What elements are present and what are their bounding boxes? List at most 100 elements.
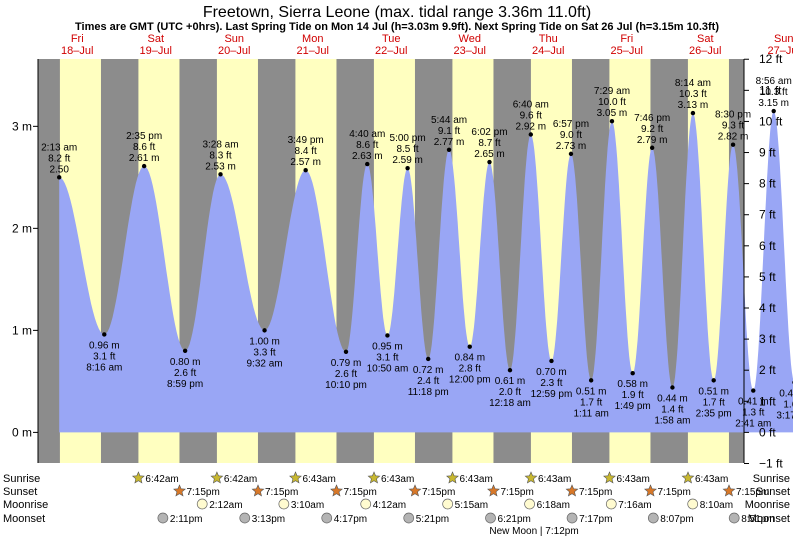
high-tide-time: 6:57 pm (553, 119, 589, 130)
low-tide-meters: 0.95 m (372, 341, 403, 352)
moonset-time: 7:17pm (579, 514, 612, 525)
low-tide-point (467, 344, 472, 349)
sunset-icon (487, 484, 500, 497)
low-tide-time: 3:17 pm (776, 410, 793, 421)
right-tick-label: 0 ft (759, 425, 776, 439)
high-tide-feet: 10.3 ft (760, 87, 788, 98)
low-tide-time: 2:41 am (735, 419, 771, 430)
low-tide-point (182, 348, 188, 353)
high-tide-point (730, 142, 736, 147)
date-label: 21–Jul (297, 45, 329, 57)
sunrise-icon (367, 471, 381, 484)
sunrise-time: 6:43am (695, 474, 728, 485)
date-label: 19–Jul (140, 45, 172, 57)
moonrise-time: 3:10am (291, 500, 324, 511)
tide-labels: 2:13 am8.2 ft2.500.96 m3.1 ft8:16 am2:35… (41, 76, 793, 430)
low-tide-feet: 3.1 ft (93, 351, 115, 362)
high-tide-feet: 9.0 ft (560, 130, 582, 141)
high-tide-meters: 2.77 m (434, 137, 465, 148)
sunset-time: 7:15pm (657, 487, 690, 498)
date-label: 20–Jul (218, 45, 250, 57)
day-labels: Fri18–JulSat19–JulSun20–JulMon21–JulTue2… (61, 33, 793, 57)
high-tide-feet: 8.3 ft (209, 150, 231, 161)
sunrise-icon (131, 471, 145, 484)
moonrise-icon (687, 498, 699, 510)
low-tide-meters: 0.58 m (617, 379, 648, 390)
sunrise-icon (603, 471, 616, 484)
low-tide-feet: 1.7 ft (580, 397, 602, 408)
chart-title: Freetown, Sierra Leone (max. tidal range… (203, 4, 591, 21)
sunrise-time: 6:43am (381, 474, 414, 485)
low-tide-feet: 3.1 ft (376, 352, 398, 363)
low-tide-time: 12:18 am (489, 398, 531, 409)
high-tide-point (57, 175, 62, 180)
low-tide-feet: 2.8 ft (459, 364, 481, 375)
moonset-time: 2:11pm (170, 514, 203, 525)
high-tide-feet: 10.3 ft (679, 89, 707, 100)
high-tide-point (365, 161, 370, 167)
high-tide-meters: 2.59 m (392, 155, 423, 166)
low-tide-meters: 0.41 m (738, 397, 769, 408)
moonrise-time: 5:15am (455, 500, 488, 511)
low-tide-feet: 2.6 ft (335, 369, 357, 380)
low-tide-time: 10:10 pm (325, 380, 367, 391)
low-tide-feet: 2.0 ft (499, 387, 521, 398)
moon-phase-label: New Moon | 7:12pm (489, 526, 578, 537)
left-tick-label: 0 m (12, 425, 32, 439)
day-of-week-label: Wed (459, 33, 481, 45)
high-tide-point (609, 119, 615, 124)
low-tide-point (343, 349, 349, 354)
low-tide-time: 10:50 am (367, 363, 409, 374)
tide-area-fill (59, 111, 793, 433)
moonrise-time: 6:18am (537, 500, 570, 511)
high-tide-time: 5:44 am (431, 115, 467, 126)
moonrise-icon (442, 498, 454, 510)
moonrise-time: 4:12am (373, 500, 406, 511)
high-tide-point (487, 159, 492, 165)
high-tide-time: 6:40 am (513, 99, 549, 110)
sunset-time: 7:15pm (186, 487, 219, 498)
sunrise-icon (681, 471, 695, 484)
high-tide-point (528, 132, 534, 137)
moonset-icon (321, 512, 333, 524)
day-of-week-label: Sat (697, 33, 714, 45)
low-tide-feet: 1.3 ft (742, 408, 764, 419)
sunset-time: 7:15pm (579, 487, 612, 498)
moonrise-icon (278, 498, 290, 510)
moonset-icon (485, 512, 496, 524)
moonset-icon (403, 512, 415, 524)
low-tide-meters: 0.72 m (413, 365, 444, 376)
moonset-time: 4:17pm (334, 514, 367, 525)
sunrise-icon (524, 471, 538, 484)
high-tide-meters: 3.15 m (758, 98, 789, 109)
moonrise-icon (524, 498, 535, 510)
high-tide-feet: 8.5 ft (396, 144, 418, 155)
low-tide-meters: 0.44 m (657, 394, 688, 405)
moonrise-icon (196, 498, 208, 510)
high-tide-meters: 2.63 m (352, 151, 383, 162)
low-tide-feet: 2.4 ft (417, 376, 439, 387)
day-of-week-label: Tue (382, 33, 401, 45)
low-tide-time: 12:59 pm (531, 389, 573, 400)
low-tide-meters: 0.49 m (779, 388, 793, 399)
sunset-icon (722, 484, 736, 497)
high-tide-point (771, 108, 776, 114)
high-tide-meters: 3.05 m (597, 108, 628, 119)
high-tide-meters: 2.65 m (474, 149, 505, 160)
sunrise-time: 6:43am (459, 474, 492, 485)
low-tide-point (711, 378, 716, 383)
high-tide-feet: 8.7 ft (478, 138, 500, 149)
sunset-icon (565, 484, 579, 497)
day-of-week-label: Mon (302, 33, 323, 45)
high-tide-meters: 3.13 m (678, 100, 709, 111)
high-tide-point (446, 147, 452, 152)
low-tide-point (262, 328, 267, 333)
low-tide-feet: 2.3 ft (540, 378, 562, 389)
date-label: 26–Jul (689, 45, 721, 57)
sunrise-time: 6:43am (302, 474, 335, 485)
low-tide-point (630, 371, 635, 376)
day-of-week-label: Fri (71, 33, 84, 45)
axes: 0 m 1 m 2 m 3 m −1 ft 0 ft 1 ft 2 ft 3 ft 4 ft 5 f… (12, 52, 783, 470)
low-tide-feet: 1.9 ft (622, 390, 644, 401)
